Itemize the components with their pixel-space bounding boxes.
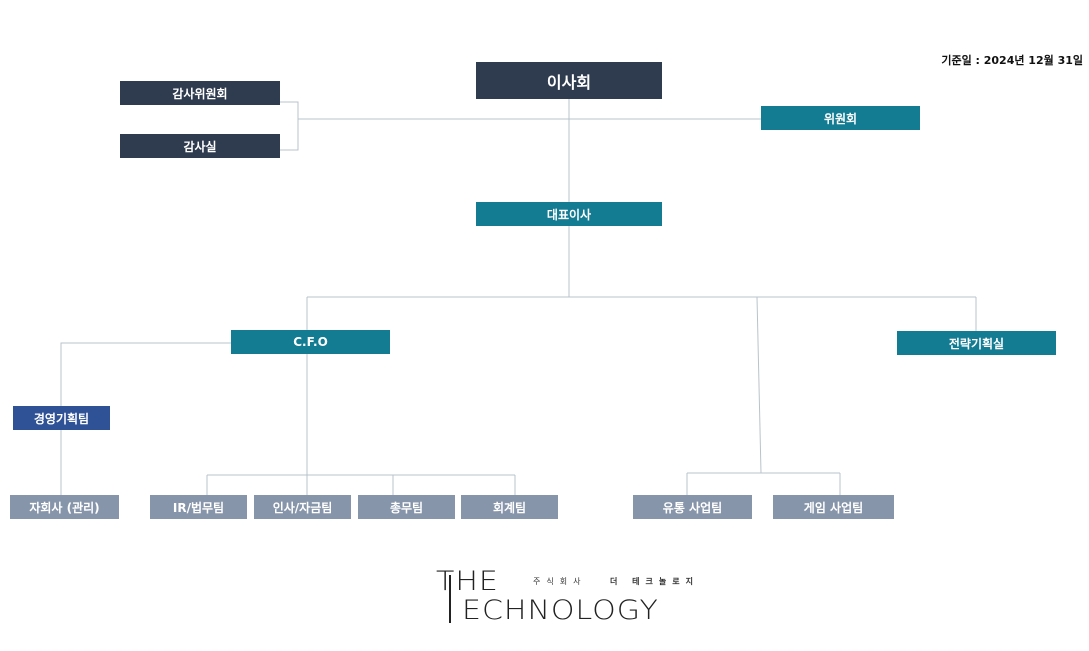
org-node: 게임 사업팀 [773,495,894,519]
org-node: 위원회 [761,106,920,130]
org-node: IR/법무팀 [150,495,247,519]
org-node: 회계팀 [461,495,558,519]
org-node: 자회사 (관리) [10,495,119,519]
logo-stem [449,575,451,623]
org-node: 경영기획팀 [13,406,110,430]
org-node: 인사/자금팀 [254,495,351,519]
logo-top: THE [436,565,499,598]
org-node: 이사회 [476,62,662,99]
org-node: 총무팀 [358,495,455,519]
logo-company-name: 더 테크놀로지 [610,577,699,586]
planning-line [60,342,231,406]
business-drop [756,296,762,474]
org-node: 감사실 [120,134,280,158]
date-note: 기준일 : 2024년 12월 31일 [941,54,1083,67]
logo-bottom: ECHNOLOGY [462,594,659,627]
audit-bracket [280,101,299,151]
logo-company-prefix: 주식회사 [533,577,587,586]
org-node: 감사위원회 [120,81,280,105]
org-node: 전략기획실 [897,331,1056,355]
org-node: 유통 사업팀 [633,495,752,519]
org-node: 대표이사 [476,202,662,226]
org-node: C.F.O [231,330,390,354]
